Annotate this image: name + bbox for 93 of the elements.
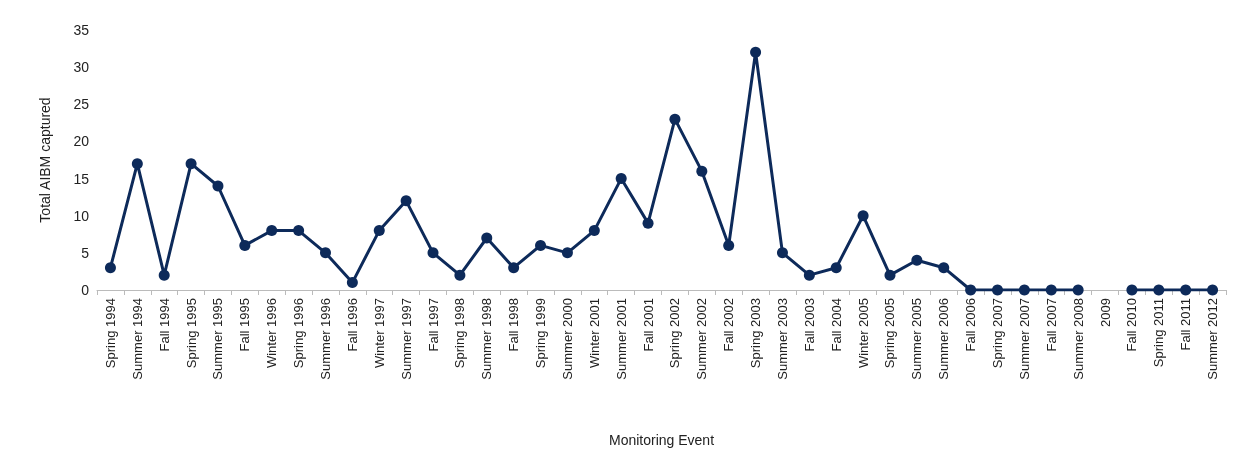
x-tick-label: Fall 1998 <box>506 298 522 352</box>
x-tick-label: Summer 2002 <box>694 298 710 380</box>
point <box>293 225 305 237</box>
x-tick-label: Summer 2005 <box>909 298 925 380</box>
point <box>481 232 493 244</box>
point <box>346 277 358 289</box>
point <box>185 158 197 170</box>
x-tick-label: Summer 2000 <box>559 298 575 380</box>
point <box>454 269 466 281</box>
x-tick-label: Spring 2005 <box>882 298 898 369</box>
point <box>427 247 439 259</box>
point <box>884 269 896 281</box>
x-tick-label: 2009 <box>1097 298 1113 327</box>
point <box>239 239 251 251</box>
x-tick-label: Fall 2004 <box>828 298 844 352</box>
x-tick-label: Fall 1994 <box>156 298 172 352</box>
x-tick-label: Fall 2011 <box>1178 298 1194 351</box>
point <box>1180 284 1192 296</box>
y-tick-label: 10 <box>73 207 90 224</box>
x-tick-label: Spring 1995 <box>183 298 199 369</box>
y-tick-label: 30 <box>73 59 90 76</box>
point <box>400 195 412 207</box>
x-tick-label: Spring 2007 <box>990 298 1006 369</box>
point <box>588 225 600 237</box>
x-tick-label: Summer 2006 <box>936 298 952 380</box>
x-tick-label: Summer 1997 <box>398 298 414 380</box>
x-tick-label: Winter 1997 <box>371 298 387 369</box>
y-tick-label: 15 <box>73 170 90 187</box>
x-tick-label: Spring 1996 <box>291 298 307 369</box>
point <box>508 262 520 274</box>
x-tick-label: Fall 2007 <box>1043 298 1059 352</box>
point <box>669 113 681 125</box>
x-tick-label: Fall 2006 <box>963 298 979 352</box>
point <box>965 284 977 296</box>
x-tick-label: Summer 2008 <box>1070 298 1086 380</box>
x-tick-label: Spring 1994 <box>102 298 118 369</box>
x-tick-label: Fall 1996 <box>344 298 360 352</box>
point <box>776 247 788 259</box>
point <box>373 225 385 237</box>
x-tick-label: Winter 2005 <box>855 298 871 369</box>
point <box>158 269 170 281</box>
point <box>938 262 950 274</box>
point <box>535 239 547 251</box>
point <box>131 158 143 170</box>
x-tick-label: Fall 1995 <box>237 298 253 352</box>
point <box>1072 284 1084 296</box>
point <box>750 46 762 58</box>
point <box>830 262 842 274</box>
point <box>911 254 923 266</box>
x-tick-label: Summer 1994 <box>129 298 145 380</box>
x-tick-label: Spring 1998 <box>452 298 468 369</box>
point <box>561 247 573 259</box>
point <box>857 210 869 222</box>
x-tick-label: Winter 2001 <box>586 298 602 369</box>
point <box>642 217 654 229</box>
point <box>212 180 224 192</box>
point <box>1018 284 1030 296</box>
x-tick-label: Winter 1996 <box>264 298 280 369</box>
x-tick-label: Fall 1997 <box>425 298 441 352</box>
x-tick-label: Summer 1996 <box>317 298 333 380</box>
x-tick-label: Fall 2003 <box>801 298 817 352</box>
point <box>723 239 735 251</box>
point <box>1153 284 1165 296</box>
point <box>104 262 116 274</box>
x-tick-label: Spring 1999 <box>533 298 549 369</box>
point <box>1045 284 1057 296</box>
x-axis-title: Monitoring Event <box>608 432 715 448</box>
point <box>803 269 815 281</box>
x-tick-label: Summer 1995 <box>210 298 226 380</box>
point <box>1126 284 1138 296</box>
x-tick-label: Summer 1998 <box>479 298 495 380</box>
x-tick-label: Spring 2011 <box>1151 298 1167 368</box>
x-tick-label: Fall 2001 <box>640 298 656 352</box>
y-tick-label: 20 <box>73 133 90 150</box>
point <box>992 284 1004 296</box>
x-tick-label: Fall 2010 <box>1124 298 1140 352</box>
y-tick-label: 25 <box>73 96 90 113</box>
point <box>1207 284 1219 296</box>
y-tick-label: 5 <box>81 244 90 261</box>
point <box>320 247 331 259</box>
x-tick-label: Spring 2002 <box>667 298 683 369</box>
x-tick-label: Summer 2012 <box>1205 298 1221 380</box>
x-tick-label: Summer 2007 <box>1016 298 1032 380</box>
y-axis-title: Total AIBM captured <box>37 97 53 223</box>
point <box>615 173 627 185</box>
x-tick-label: Summer 2001 <box>613 298 629 380</box>
x-tick-label: Summer 2003 <box>774 298 790 380</box>
point <box>696 165 708 177</box>
y-tick-label: 35 <box>73 22 90 38</box>
x-tick-label: Fall 2002 <box>721 298 737 352</box>
x-tick-label: Spring 2003 <box>748 298 764 369</box>
point <box>266 225 278 237</box>
y-tick-label: 0 <box>81 282 90 298</box>
